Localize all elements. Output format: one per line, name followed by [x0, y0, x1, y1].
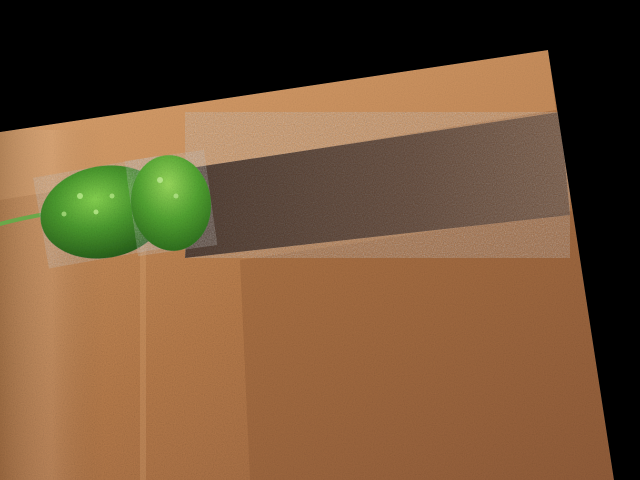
cork-board [0, 50, 614, 480]
pickle-shadow [185, 112, 570, 258]
pickle [0, 155, 212, 259]
